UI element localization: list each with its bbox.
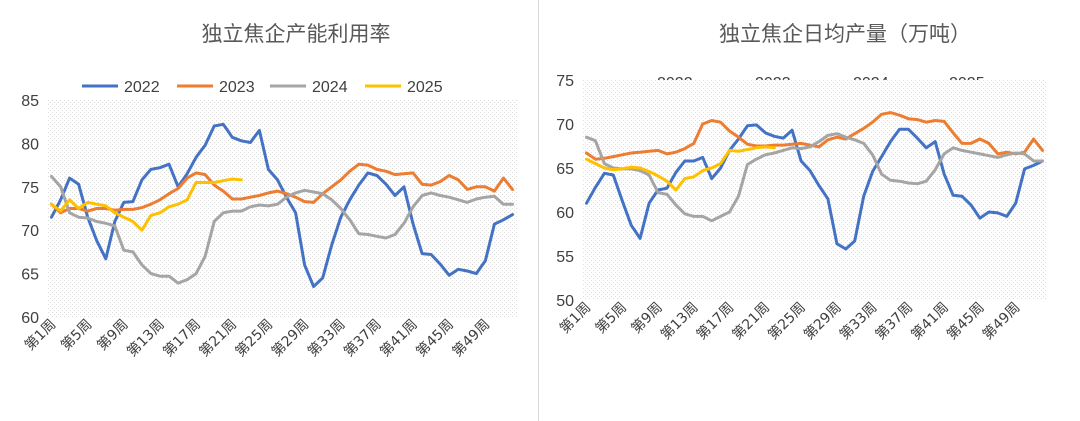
x-tick-label: 第41周	[376, 316, 420, 360]
x-tick-label: 第33周	[836, 299, 880, 343]
y-tick-label: 75	[556, 73, 574, 90]
x-tick-label: 第37周	[872, 299, 916, 343]
y-tick-label: 65	[21, 267, 39, 284]
legend-item-2024: 2024	[270, 79, 348, 96]
legend-item-2025: 2025	[365, 79, 443, 96]
x-tick-label: 第17周	[693, 299, 737, 343]
x-tick-label: 第49周	[979, 299, 1023, 343]
chart-title: 独立焦企日均产量（万吨）	[719, 22, 971, 46]
x-tick-label: 第5周	[57, 316, 95, 354]
x-tick-label: 第29周	[268, 316, 312, 360]
y-tick-label: 50	[556, 293, 574, 310]
legend-label: 2024	[312, 79, 348, 96]
y-tick-label: 60	[21, 310, 39, 327]
y-tick-label: 70	[21, 223, 39, 240]
x-tick-label: 第21周	[196, 316, 240, 360]
x-tick-label: 第33周	[304, 316, 348, 360]
x-tick-label: 第13周	[657, 299, 701, 343]
x-tick-label: 第49周	[449, 316, 493, 360]
x-tick-label: 第29周	[800, 299, 844, 343]
y-tick-label: 85	[21, 93, 39, 110]
x-tick-label: 第25周	[232, 316, 276, 360]
series-line-2023	[50, 162, 514, 215]
x-tick-label: 第13周	[123, 316, 167, 360]
series-line-2022	[585, 123, 1044, 251]
series-line-2025	[50, 177, 243, 232]
x-tick-label: 第37周	[340, 316, 384, 360]
y-tick-label: 75	[21, 180, 39, 197]
x-tick-label: 第45周	[413, 316, 457, 360]
legend-label: 2022	[124, 79, 160, 96]
x-tick-label: 第41周	[908, 299, 952, 343]
series-line-2025	[585, 145, 776, 192]
legend-label: 2023	[219, 79, 255, 96]
capacity-utilization-chart: 独立焦企产能利用率 2022 2023 2024 2025 60 65 70 75 80 85 第…	[21, 22, 517, 360]
capacity-utilization-chart-panel: 独立焦企产能利用率 2022 2023 2024 2025 60 65 70 75 80 85 第…	[0, 0, 539, 421]
x-tick-label: 第45周	[943, 299, 987, 343]
y-tick-label: 55	[556, 249, 574, 266]
legend-item-2023: 2023	[177, 79, 255, 96]
series-line-2022	[50, 122, 514, 289]
plot-area: 606570758085第1周第5周第9周第13周第17周第21周第25周第29…	[21, 93, 517, 360]
series-line-2023	[585, 111, 1044, 161]
x-tick-label: 第5周	[592, 299, 630, 337]
legend-label: 2025	[407, 79, 443, 96]
x-tick-label: 第21周	[729, 299, 773, 343]
chart-title: 独立焦企产能利用率	[202, 22, 391, 46]
plot-area: 505560657075第1周第5周第9周第13周第17周第21周第25周第29…	[556, 73, 1047, 343]
x-tick-label: 第17周	[160, 316, 204, 360]
series-line-2024	[50, 174, 514, 285]
legend-item-2022: 2022	[82, 79, 160, 96]
x-tick-label: 第25周	[764, 299, 808, 343]
y-tick-label: 70	[556, 117, 574, 134]
y-tick-label: 80	[21, 136, 39, 153]
plot-background	[582, 80, 1047, 300]
y-tick-label: 60	[556, 205, 574, 222]
series-line-2024	[585, 132, 1044, 223]
y-tick-label: 65	[556, 161, 574, 178]
chart-legend: 2022 2023 2024 2025	[82, 79, 443, 96]
